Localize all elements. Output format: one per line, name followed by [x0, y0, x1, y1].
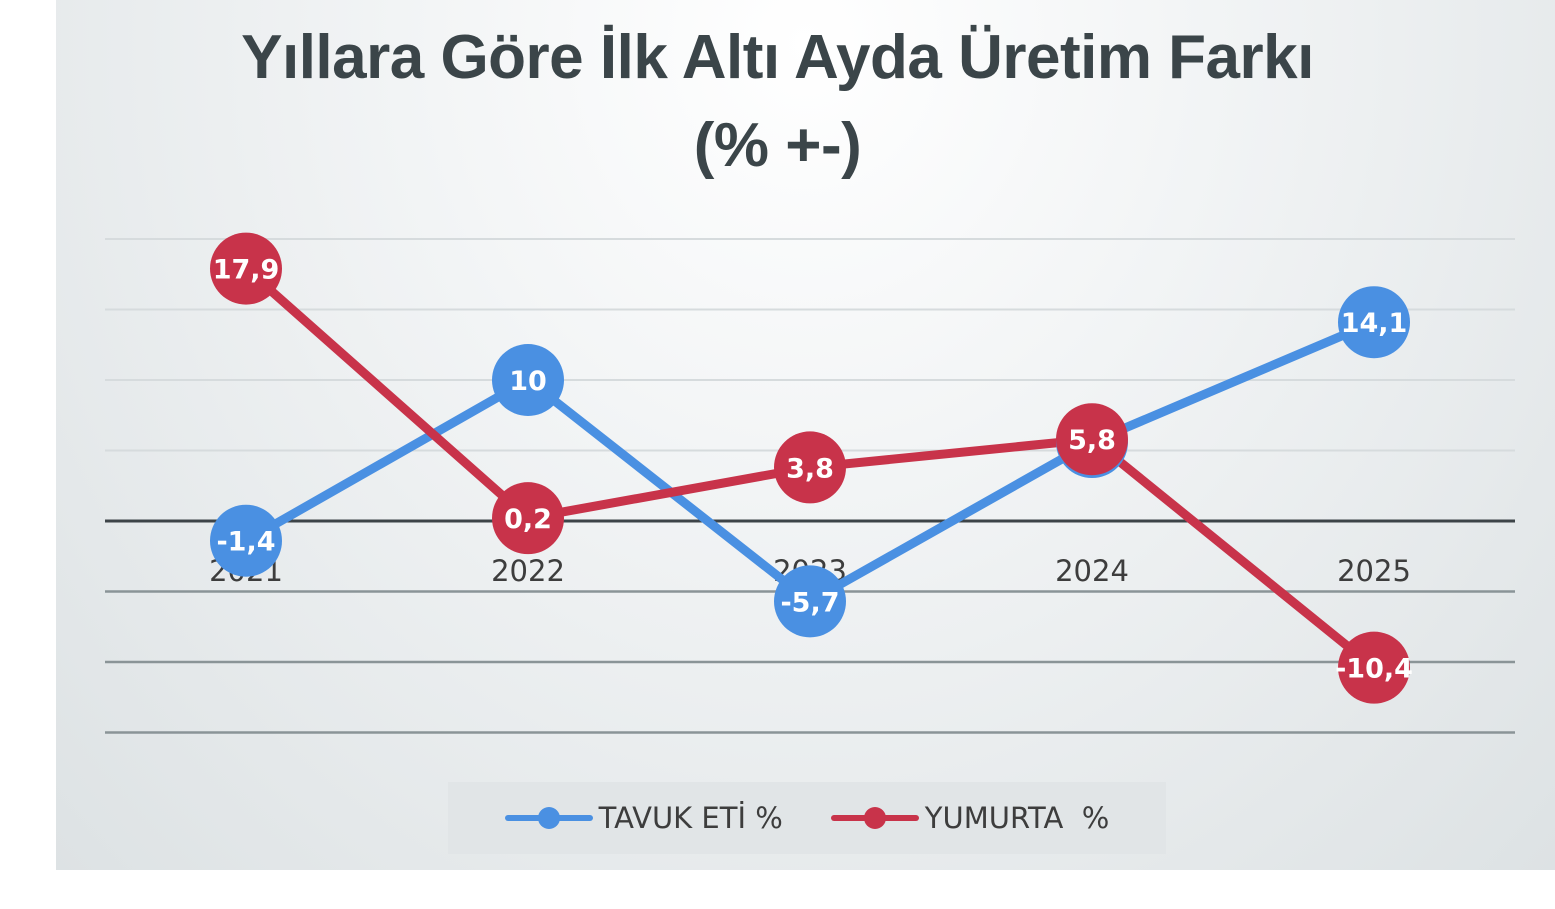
- data-label: -5,7: [780, 587, 839, 618]
- data-point: 17,9: [210, 232, 282, 305]
- data-label: 10: [509, 366, 547, 397]
- data-point: 0,2: [492, 482, 564, 555]
- legend-item-tavuk: TAVUK ETİ %: [504, 801, 783, 835]
- x-tick-label: 2022: [491, 554, 565, 588]
- data-label: -10,4: [1335, 654, 1413, 685]
- data-label: 14,1: [1341, 308, 1408, 339]
- data-label: 17,9: [213, 255, 280, 286]
- data-point-marker: [774, 565, 846, 638]
- data-point-marker: [210, 504, 282, 577]
- data-point-marker: [774, 431, 846, 504]
- data-point: 10: [492, 344, 564, 416]
- data-point-marker: [1056, 403, 1128, 476]
- chart-title: Yıllara Göre İlk Altı Ayda Üretim Farkı: [241, 23, 1314, 92]
- legend-label-tavuk: TAVUK ETİ %: [598, 801, 783, 835]
- chart-subtitle: (% +-): [693, 111, 862, 180]
- chart-title-block: Yıllara Göre İlk Altı Ayda Üretim Farkı …: [0, 14, 1555, 190]
- data-point: -10,4: [1335, 631, 1413, 704]
- x-tick-label: 2025: [1337, 554, 1411, 588]
- series-points: -1,410-5,75,614,117,90,23,85,8-10,4: [210, 232, 1413, 704]
- data-point: 5,8: [1056, 403, 1128, 476]
- data-point-marker: [1338, 286, 1410, 359]
- data-point-marker: [1338, 631, 1410, 704]
- data-label: -1,4: [216, 527, 275, 558]
- x-tick-label: 2024: [1055, 554, 1129, 588]
- data-point: -1,4: [210, 504, 282, 577]
- data-label: 5,8: [1068, 425, 1116, 456]
- legend-swatch-yumurta: [830, 807, 919, 829]
- legend: TAVUK ETİ % YUMURTA %: [448, 782, 1166, 854]
- legend-label-yumurta: YUMURTA %: [924, 801, 1110, 835]
- legend-item-yumurta: YUMURTA %: [830, 801, 1110, 835]
- data-point: 3,8: [774, 431, 846, 504]
- data-point-marker: [210, 232, 282, 305]
- data-point-marker: [492, 482, 564, 555]
- data-label: 3,8: [786, 453, 834, 484]
- data-label: 0,2: [504, 504, 552, 535]
- data-point: 14,1: [1338, 286, 1410, 359]
- line-chart: 20212022202320242025 -1,410-5,75,614,117…: [105, 232, 1515, 734]
- data-point: -5,7: [774, 565, 846, 638]
- legend-swatch-tavuk: [504, 807, 593, 829]
- data-point-marker: [492, 344, 564, 416]
